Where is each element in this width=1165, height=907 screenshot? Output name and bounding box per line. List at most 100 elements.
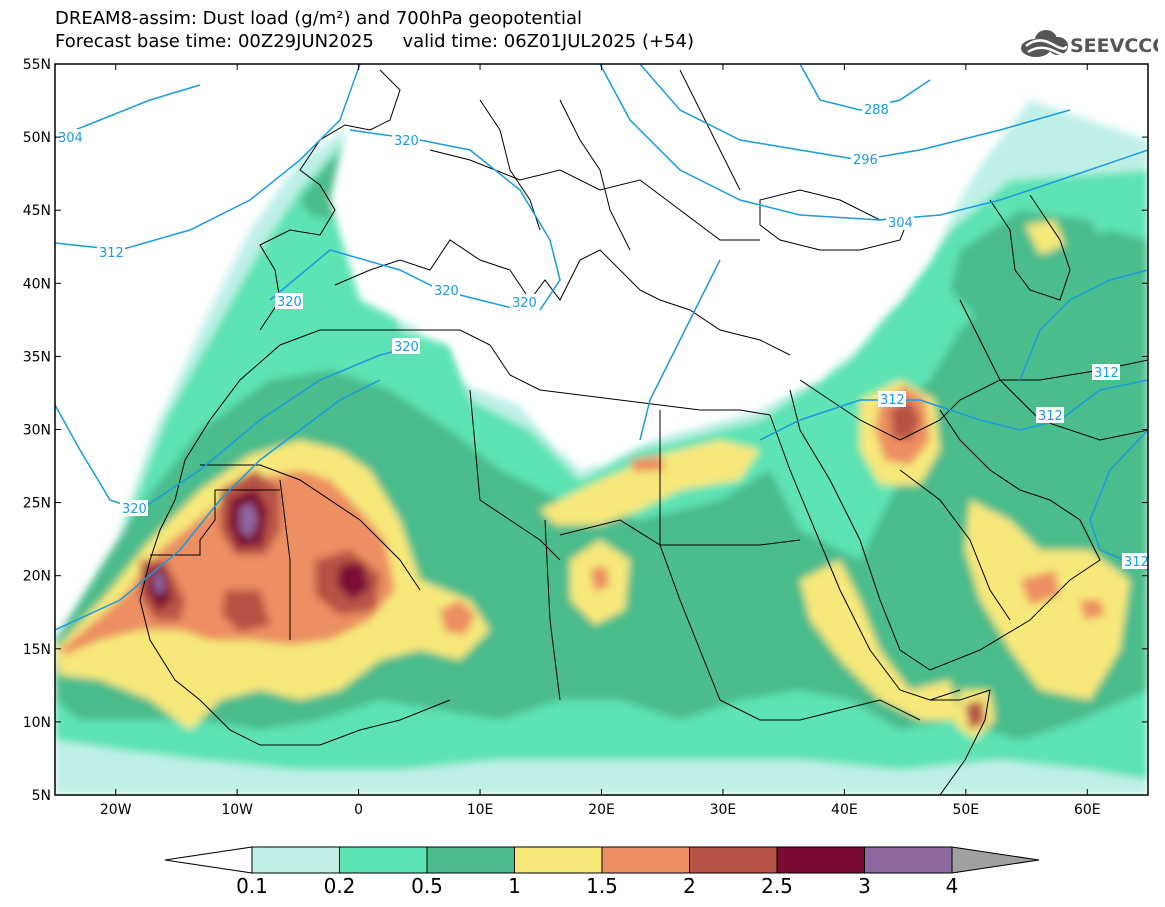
contour-label: 312 — [99, 246, 124, 261]
contour-304-east — [599, 64, 1148, 221]
border-east-africa — [719, 699, 921, 721]
coastline-caspian — [989, 194, 1071, 301]
colorbar-label: 1 — [508, 874, 521, 898]
dust-level-1-arabia — [965, 500, 1130, 700]
coastline-west-africa — [139, 344, 451, 746]
latitude-labels: 55N 50N 45N 40N 35N 30N 25N 20N 15N 10N 5N — [23, 57, 51, 804]
contour-label: 320 — [122, 502, 147, 517]
contour-label: 312 — [1124, 555, 1149, 570]
border-sahara-2 — [279, 479, 291, 640]
colorbar-swatch — [339, 846, 428, 874]
border-iran — [959, 299, 1148, 441]
contour-label: 304 — [58, 131, 83, 146]
border-west-1 — [150, 489, 280, 556]
lat-label: 35N — [23, 349, 51, 365]
contour-labels: 304 320 288 296 312 320 304 320 320 320 … — [56, 101, 1149, 570]
colorbar-swatch — [514, 846, 603, 874]
coastline-horn — [930, 689, 991, 795]
colorbar-label: 4 — [946, 874, 959, 898]
lon-label: 30E — [710, 802, 737, 818]
title-line-2: Forecast base time: 00Z29JUN2025 valid t… — [55, 31, 694, 52]
contour-312-se — [1089, 429, 1148, 571]
lon-label: 0 — [354, 802, 363, 818]
border-sahara-3 — [469, 389, 561, 561]
colorbar-label: 2 — [683, 874, 696, 898]
colorbar-swatch — [601, 846, 690, 874]
border-europe-3 — [559, 99, 631, 251]
colorbar-over-triangle — [951, 846, 1040, 874]
contour-label: 296 — [853, 153, 878, 168]
lat-label: 40N — [23, 276, 51, 292]
dust-level-1-caspian — [1025, 220, 1065, 255]
contour-320-west-africa — [55, 379, 381, 631]
coastline-africa-north — [279, 329, 771, 416]
lat-label: 20N — [23, 569, 51, 585]
lon-label: 10W — [221, 802, 253, 818]
logo-text: SEEVCCC — [1070, 35, 1158, 57]
geopotential-contours — [55, 64, 1148, 631]
contour-label: 320 — [512, 296, 537, 311]
colorbar-label: 0.2 — [324, 874, 356, 898]
colorbar: 0.1 0.2 0.5 1 1.5 2 2.5 3 4 — [164, 846, 1040, 898]
borders — [139, 69, 1148, 795]
contour-label: 320 — [394, 340, 419, 355]
dust-level-1.5-spot1 — [440, 600, 475, 635]
dust-free-region — [330, 64, 1000, 465]
contour-label: 320 — [394, 134, 419, 149]
contour-label: 304 — [888, 216, 913, 231]
colorbar-label: 1.5 — [586, 874, 618, 898]
dust-field — [55, 64, 1148, 795]
dust-level-1.5-spot2 — [590, 565, 610, 592]
lat-label: 55N — [23, 57, 51, 73]
lon-label: 20E — [588, 802, 615, 818]
contour-312-me — [759, 379, 1148, 441]
border-europe-4 — [679, 69, 741, 191]
coastline-arabia — [789, 389, 1101, 671]
colorbar-under-triangle — [164, 846, 253, 874]
coastline-europe — [259, 69, 401, 331]
longitude-labels: 20W 10W 0 10E 20E 30E 40E 50E 60E — [100, 802, 1101, 818]
contour-label: 288 — [864, 103, 889, 118]
dust-level-1.5-libya — [630, 455, 665, 472]
dust-level-2-west-d — [222, 590, 270, 632]
contour-312-east — [649, 259, 721, 401]
border-sahara-1 — [200, 464, 421, 591]
dust-level-1-libya — [540, 440, 760, 525]
dust-level-1.5-west — [60, 470, 395, 655]
lat-label: 5N — [32, 788, 51, 804]
border-sahara-6 — [544, 519, 561, 701]
contour-label: 312 — [880, 393, 905, 408]
contour-label: 320 — [277, 295, 302, 310]
lon-label: 60E — [1074, 802, 1101, 818]
coastline-red-sea — [769, 414, 961, 701]
lat-label: 10N — [23, 715, 51, 731]
lat-label: 45N — [23, 203, 51, 219]
coastline-med-north — [334, 239, 791, 356]
contour-296 — [639, 64, 1071, 161]
dust-level-2.5-c — [337, 562, 370, 600]
dust-level-1-redsea — [800, 560, 960, 720]
lon-label: 10E — [467, 802, 494, 818]
colorbar-swatch — [689, 846, 778, 874]
colorbar-label: 2.5 — [761, 874, 793, 898]
lat-label: 30N — [23, 423, 51, 439]
dust-level-1.5-arabia2 — [1080, 600, 1105, 620]
colorbar-swatch — [251, 846, 340, 874]
contour-label: 312 — [1094, 366, 1119, 381]
colorbar-swatch — [776, 846, 865, 874]
colorbar-boxes — [251, 846, 953, 874]
dust-level-0.5-caspian — [950, 210, 1120, 330]
cloud-icon — [1021, 30, 1068, 57]
lat-label: 15N — [23, 642, 51, 658]
title-line-1: DREAM8-assim: Dust load (g/m²) and 700hP… — [55, 8, 582, 29]
contour-label: 312 — [1038, 409, 1063, 424]
axis-ticks — [55, 63, 1148, 796]
coastline-black-sea — [759, 189, 911, 251]
border-sahara-5 — [659, 410, 721, 701]
colorbar-swatch — [864, 846, 953, 874]
contour-320-med — [269, 249, 521, 311]
lon-label: 20W — [100, 802, 132, 818]
colorbar-label: 3 — [858, 874, 871, 898]
colorbar-swatch — [426, 846, 515, 874]
